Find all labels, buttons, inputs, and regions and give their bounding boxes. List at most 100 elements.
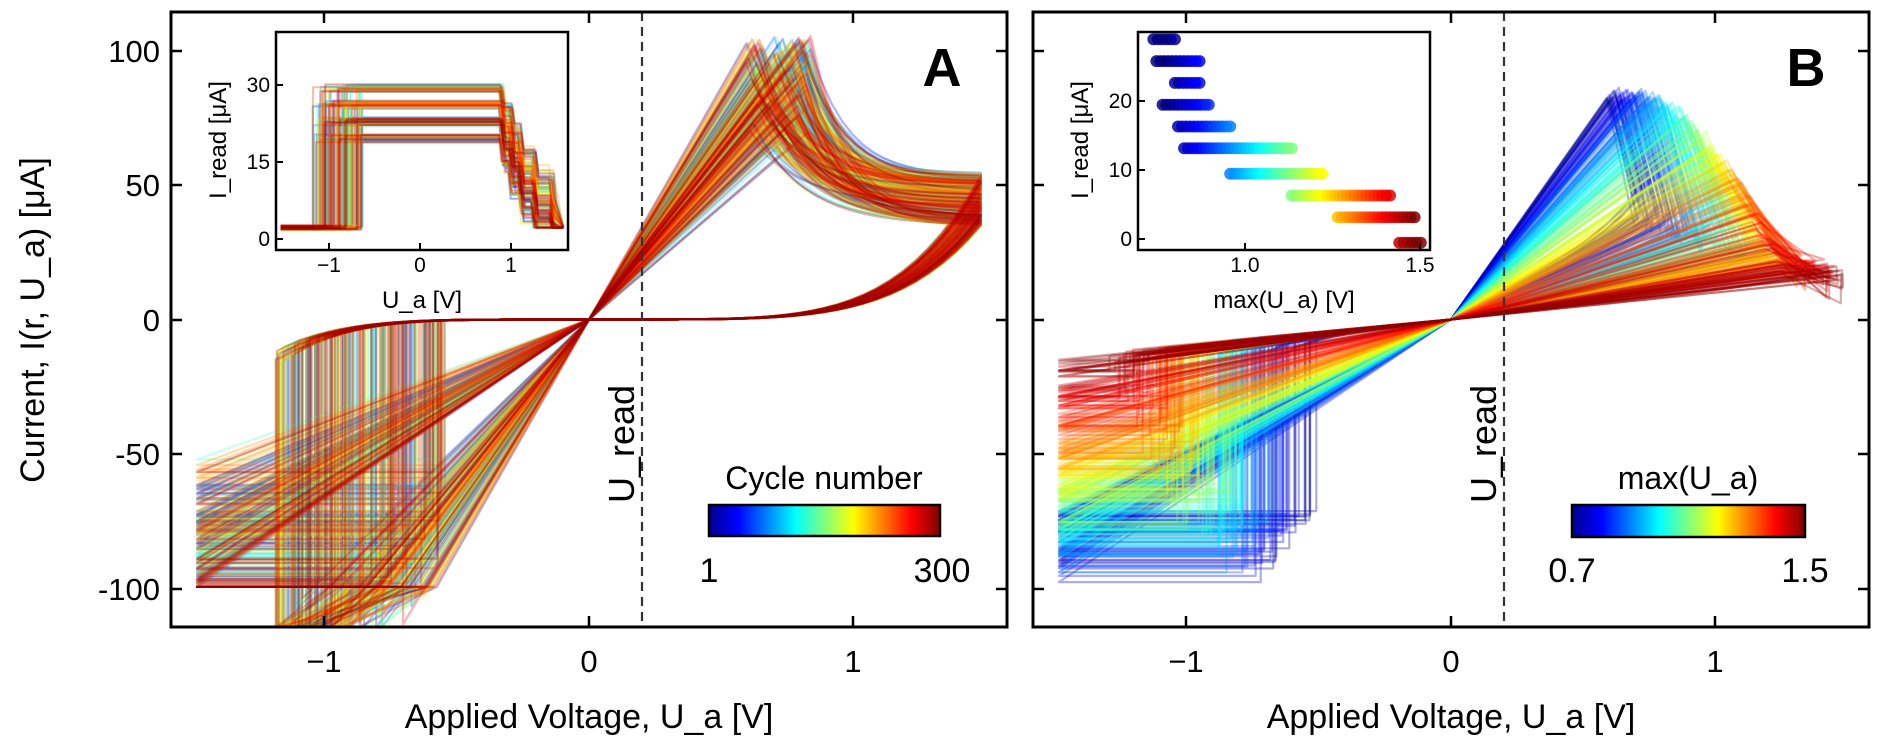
panel-a-inset-curve <box>280 90 564 231</box>
panel-b-curve <box>1058 119 1736 504</box>
panel-a-cycle-curve <box>196 84 982 556</box>
panel-a-cycle-curve <box>196 93 982 581</box>
panel-a-cycle-curve <box>196 56 982 627</box>
panel-a-cycle-curve <box>196 46 982 627</box>
panel-a-cycle-curve <box>196 70 982 627</box>
panel-a-cycle-curve <box>196 105 982 538</box>
panel-b-curve <box>1058 123 1738 524</box>
panel-a-inset-curve <box>280 141 564 229</box>
panel-a-cycle-curve <box>196 111 982 564</box>
panel-b-curve <box>1058 95 1647 518</box>
panel-a-cycle-curve <box>196 83 982 505</box>
panel-a-cycle-curve <box>196 49 982 627</box>
panel-a-cycle-curve <box>196 49 982 627</box>
panel-a-cycle-curve <box>196 107 982 600</box>
panel-b-curve <box>1058 184 1781 449</box>
panel-a-cycle-curve <box>196 96 982 623</box>
panel-a-cycle-curve <box>196 61 982 557</box>
panel-b-curve <box>1058 97 1636 550</box>
panel-b-curve <box>1058 86 1650 584</box>
panel-a-cycle-curve <box>196 128 982 627</box>
panel-a-cycle-curve <box>196 111 982 517</box>
panel-b-curve <box>1058 91 1690 574</box>
panel-a-cycle-curve <box>196 53 982 576</box>
panel-b-curve <box>1058 91 1665 533</box>
panel-a-inset-curve <box>280 136 564 230</box>
panel-a-inset-curve <box>280 87 565 229</box>
panel-a-cycle-curve <box>196 57 982 555</box>
panel-a-cycle-curve <box>196 61 982 626</box>
panel-a-cycle-curve <box>196 60 982 627</box>
panel-b-curve <box>1058 102 1683 532</box>
panel-a-cycle-curve <box>196 121 982 625</box>
panel-a-cycle-curve <box>196 100 982 549</box>
panel-a-cycle-curve <box>196 50 982 627</box>
panel-a-cycle-curve <box>196 77 982 590</box>
panel-b-curve <box>1058 182 1795 450</box>
panel-a-cycle-curve <box>196 128 982 566</box>
panel-a-inset-curve <box>280 104 565 229</box>
panel-b-curve <box>1058 97 1670 516</box>
panel-b-curve <box>1058 269 1839 372</box>
panel-b-curve <box>1058 178 1788 455</box>
panel-b-curve <box>1058 115 1727 531</box>
panel-a-inset-curve <box>280 84 565 230</box>
panel-b-curve <box>1058 96 1684 532</box>
panel-a-cycle-curve <box>196 116 982 474</box>
panel-a-inset-xtick-label: 1 <box>505 254 517 277</box>
panel-a-inset-curve <box>280 137 564 229</box>
panel-b-curve <box>1058 221 1817 418</box>
panel-a-inset-ytick-label: 0 <box>258 228 270 251</box>
panel-b-curve <box>1058 114 1717 513</box>
panel-a-cycle-curve <box>196 81 982 559</box>
panel-a-colorbar-min: 1 <box>700 552 719 590</box>
panel-a-cycle-curve <box>196 124 982 549</box>
panel-b-curve <box>1058 124 1740 531</box>
panel-a-cycle-curve <box>196 90 982 524</box>
panel-a-cycle-curve <box>196 96 982 515</box>
panel-a-cycle-curve <box>196 45 982 621</box>
panel-a-inset-curve <box>280 134 564 229</box>
panel-b-curve <box>1058 96 1691 555</box>
panel-a-cycle-curve <box>196 71 982 529</box>
panel-a-cycle-curve <box>196 58 982 581</box>
panel-a-cycle-curve <box>196 64 982 627</box>
panel-a-cycle-curve <box>196 63 982 627</box>
panel-a-cycle-curve <box>196 54 982 608</box>
panel-a-cycle-curve <box>196 96 982 574</box>
panel-b-curve <box>1058 221 1818 410</box>
panel-b-curve <box>1058 105 1704 541</box>
panel-b-curve <box>1058 266 1835 372</box>
panel-b-curve <box>1058 129 1744 526</box>
panel-a-cycle-curve <box>196 120 982 513</box>
panel-a-cycle-curve <box>196 102 982 535</box>
panel-a-inset-curve <box>280 137 564 229</box>
panel-b-curve <box>1058 172 1786 471</box>
panel-b-curve <box>1058 94 1696 523</box>
panel-b-curve <box>1058 187 1793 446</box>
panel-a-cycle-curve <box>196 45 982 627</box>
panel-b-inset-xtick-label: 1.5 <box>1405 254 1434 277</box>
panel-a-cycle-curve <box>196 59 982 627</box>
panel-a-colorbar-max: 300 <box>914 552 971 590</box>
panel-a-cycle-curve <box>196 70 982 513</box>
panel-a-inset-curve <box>280 107 565 229</box>
panel-a-cycle-curve <box>196 63 982 547</box>
panel-a-cycle-curve <box>196 48 982 627</box>
panel-a-inset-curve <box>280 100 564 229</box>
panel-a-cycle-curve <box>196 67 982 622</box>
panel-b-curve <box>1058 99 1652 518</box>
panel-a-cycle-curve <box>196 94 982 627</box>
panel-b-curve <box>1058 91 1654 543</box>
panel-a-cycle-curve <box>196 67 982 564</box>
panel-b-curve <box>1058 249 1829 391</box>
panel-a-cycle-curve <box>196 130 982 590</box>
panel-b-xtick-label: 1 <box>1706 644 1723 679</box>
panel-a-cycle-curve <box>196 126 982 542</box>
panel-a-cycle-curve <box>196 53 982 627</box>
panel-b-curve <box>1058 89 1644 525</box>
panel-a-inset-curve <box>280 85 565 231</box>
panel-a-cycle-curve <box>196 62 982 627</box>
panel-a-cycle-curve <box>196 109 982 541</box>
panel-a-cycle-curve <box>196 38 982 570</box>
